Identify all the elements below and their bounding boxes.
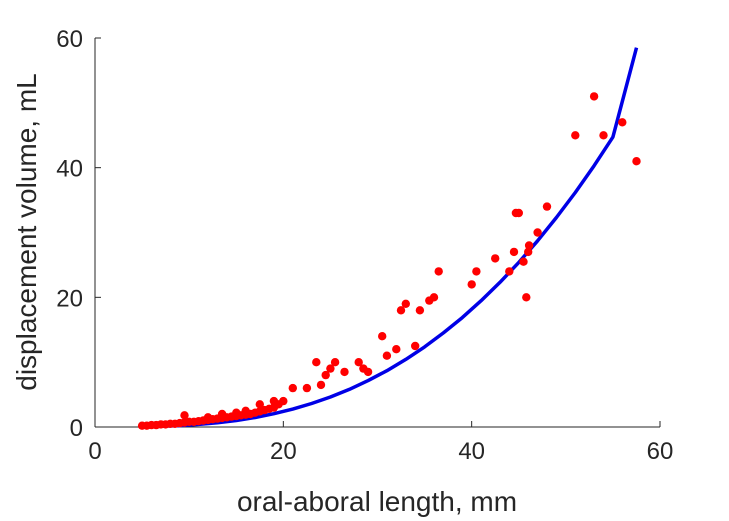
data-point: [312, 358, 321, 367]
y-tick-label: 40: [56, 156, 83, 183]
data-point: [392, 345, 401, 354]
x-tick-label: 0: [88, 438, 101, 465]
data-point: [340, 367, 349, 377]
data-point: [589, 92, 599, 101]
data-point: [363, 367, 373, 377]
data-point: [415, 306, 425, 315]
y-tick-label: 60: [56, 26, 83, 53]
data-point: [316, 380, 326, 390]
x-tick-label: 60: [647, 438, 674, 465]
data-point: [255, 400, 264, 409]
data-point: [514, 208, 523, 218]
data-point: [524, 241, 534, 250]
data-point: [401, 299, 410, 308]
data-point: [354, 358, 363, 367]
data-point: [411, 341, 420, 351]
data-point: [472, 267, 481, 276]
data-point: [519, 257, 528, 266]
data-point: [396, 306, 406, 315]
plot-area: 0 20 40 60 0 20 40 60: [56, 26, 673, 465]
data-point: [241, 406, 250, 415]
data-point: [429, 293, 439, 302]
data-point: [326, 364, 335, 373]
y-tick-label: 20: [56, 285, 83, 312]
data-point: [279, 396, 288, 406]
data-point: [203, 413, 213, 422]
data-point: [321, 370, 330, 380]
data-point: [524, 247, 533, 257]
data-point: [467, 280, 476, 289]
data-point: [509, 247, 519, 257]
y-ticks: 0 20 40 60: [56, 26, 101, 442]
x-ticks: 0 20 40 60: [88, 421, 673, 465]
y-tick-label: 0: [70, 415, 83, 442]
fit-curve: [142, 47, 639, 429]
data-point: [542, 202, 552, 211]
x-axis-label: oral-aboral length, mm: [237, 486, 517, 517]
y-axis-label: displacement volume, mL: [11, 73, 42, 390]
x-tick-label: 40: [458, 438, 485, 465]
data-point: [618, 118, 627, 127]
data-point: [632, 157, 641, 166]
data-point: [505, 267, 514, 276]
data-point: [599, 131, 608, 140]
data-point: [302, 383, 312, 393]
data-point: [330, 358, 340, 367]
data-point: [382, 351, 392, 360]
data-point: [288, 383, 297, 393]
data-point: [533, 228, 542, 237]
data-point: [269, 396, 279, 406]
x-tick-label: 20: [270, 438, 297, 465]
data-point: [378, 332, 387, 341]
data-point: [217, 409, 227, 419]
data-point: [232, 408, 241, 417]
data-point: [571, 131, 580, 140]
fit-curve-layer: [142, 47, 639, 429]
data-point: [434, 267, 443, 276]
scatter-points-layer: [137, 92, 641, 430]
data-point: [522, 293, 531, 302]
data-point: [491, 254, 500, 263]
data-point: [180, 411, 189, 420]
